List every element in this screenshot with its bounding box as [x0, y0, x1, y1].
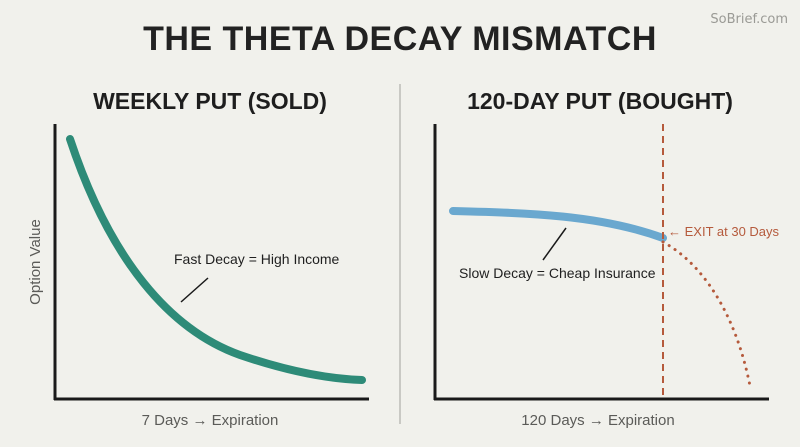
left-annotation-leader: [180, 277, 209, 303]
120-day-put-decay-curve: [449, 207, 667, 242]
watermark: SoBrief.com: [710, 12, 788, 27]
post-exit-decay-dotted: [661, 240, 752, 388]
left-panel: Fast Decay = High Income 7 Days → Expira…: [27, 124, 369, 429]
right-annotation-leader: [542, 227, 567, 261]
y-axis-label: Option Value: [27, 219, 44, 305]
right-annotation: Slow Decay = Cheap Insurance: [459, 265, 656, 281]
left-annotation: Fast Decay = High Income: [174, 251, 340, 267]
left-x-axis-label: 7 Days → Expiration: [142, 412, 279, 429]
exit-label: ← EXIT at 30 Days: [668, 224, 780, 239]
panel-title-weekly-put: WEEKLY PUT (SOLD): [93, 88, 327, 114]
right-panel: ← EXIT at 30 Days Slow Decay = Cheap Ins…: [433, 124, 780, 429]
right-x-axis-label: 120 Days → Expiration: [521, 412, 674, 429]
page-title: THE THETA DECAY MISMATCH: [143, 20, 657, 58]
panel-divider: [399, 84, 401, 424]
weekly-put-decay-curve: [66, 135, 366, 384]
panel-title-120-day-put: 120-DAY PUT (BOUGHT): [467, 88, 733, 114]
